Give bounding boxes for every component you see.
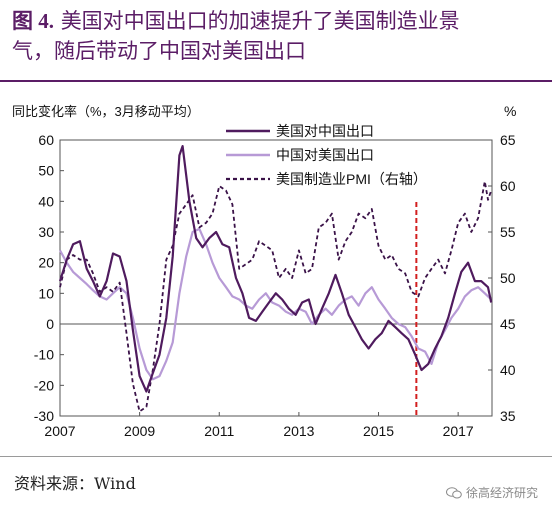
y-tick-label-left: 60 — [38, 132, 54, 148]
series-layer — [58, 145, 493, 413]
y-tick-label-right: 55 — [500, 224, 516, 240]
series-line-2 — [59, 180, 493, 413]
watermark-text: 徐高经济研究 — [465, 486, 538, 500]
source-note: 资料来源：Wind — [14, 474, 136, 493]
tick-labels: -30 -20 -10 0 10 20 30 40 50 60 35 40 45 50 55 60 65 2007… — [34, 132, 516, 439]
x-tick-label: 2007 — [44, 423, 75, 439]
y-axis-label-right: % — [504, 103, 516, 119]
wechat-icon — [445, 487, 462, 499]
y-tick-label-left: -30 — [34, 408, 54, 424]
y-tick-label-left: 0 — [46, 316, 54, 332]
y-tick-label-left: -20 — [34, 377, 54, 393]
source-divider — [0, 456, 552, 457]
figure-number: 图 4. — [12, 9, 54, 33]
y-tick-label-right: 60 — [500, 178, 516, 194]
figure-title-line2: 气，随后带动了中国对美国出口 — [12, 39, 306, 63]
chart: 同比变化率（%，3月移动平均） % -30 -20 -10 0 10 20 30 40 50 60… — [12, 103, 516, 439]
x-tick-label: 2009 — [124, 423, 155, 439]
y-tick-label-left: 50 — [38, 163, 54, 179]
legend-label-0: 美国对中国出口 — [276, 123, 374, 139]
y-tick-label-left: 10 — [38, 285, 54, 301]
figure-title-text1: 美国对中国出口的加速提升了美国制造业景 — [60, 9, 460, 33]
y-tick-label-left: 40 — [38, 193, 54, 209]
x-tick-label: 2015 — [363, 423, 394, 439]
figure-title-line1: 图 4. 美国对中国出口的加速提升了美国制造业景 — [12, 6, 542, 36]
watermark: 徐高经济研究 — [445, 484, 538, 501]
y-tick-label-right: 40 — [500, 362, 516, 378]
y-tick-label-left: 20 — [38, 255, 54, 271]
y-axis-label-left: 同比变化率（%，3月移动平均） — [12, 104, 200, 119]
axes — [59, 139, 493, 417]
series-line-1 — [59, 227, 492, 381]
y-tick-label-right: 45 — [500, 316, 516, 332]
y-tick-label-right: 50 — [500, 270, 516, 286]
title-divider — [0, 80, 552, 82]
x-tick-label: 2011 — [204, 423, 234, 439]
x-tick-label: 2017 — [443, 423, 474, 439]
x-tick-label: 2013 — [283, 423, 314, 439]
figure-title: 图 4. 美国对中国出口的加速提升了美国制造业景 气，随后带动了中国对美国出口 — [12, 6, 542, 66]
legend-label-2: 美国制造业PMI（右轴） — [276, 171, 427, 187]
legend-label-1: 中国对美国出口 — [276, 147, 374, 163]
y-tick-label-right: 65 — [500, 132, 516, 148]
y-tick-label-right: 35 — [500, 408, 516, 424]
y-tick-label-left: -10 — [34, 347, 54, 363]
series-line-0 — [58, 145, 493, 393]
y-tick-label-left: 30 — [38, 224, 54, 240]
